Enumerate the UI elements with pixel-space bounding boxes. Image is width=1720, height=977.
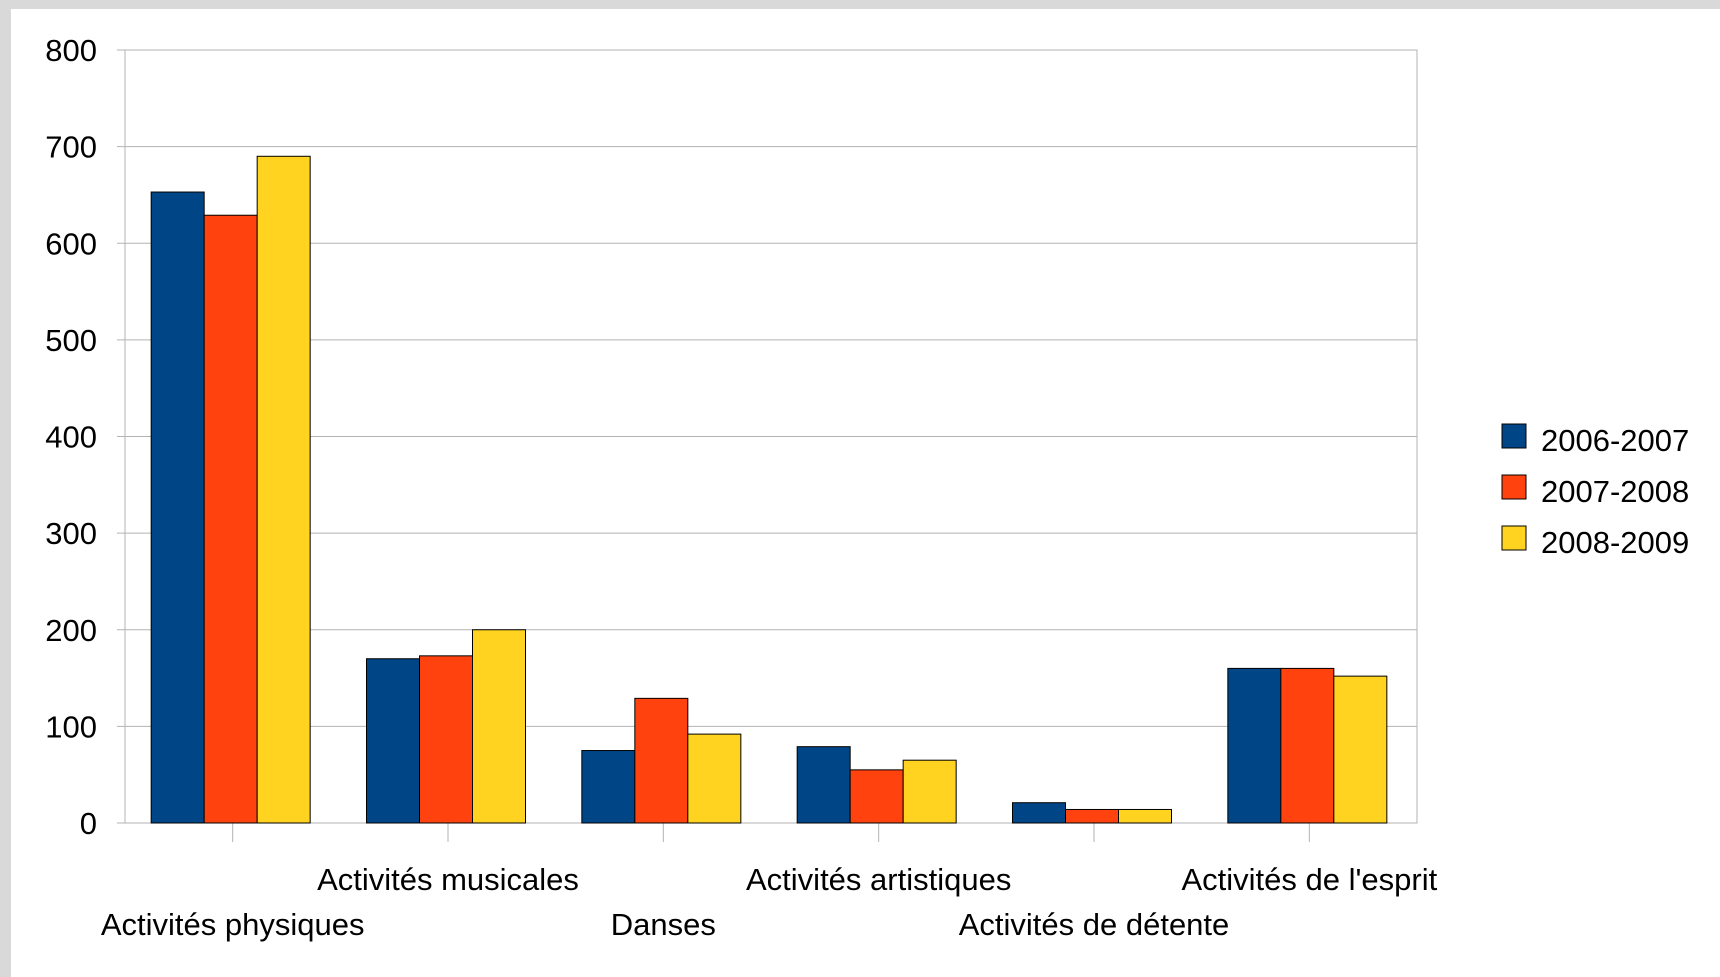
y-tick-label: 500 xyxy=(45,323,97,358)
x-category-label: Activités musicales xyxy=(317,862,579,897)
bar-2006-2007-4 xyxy=(1012,802,1066,824)
bar-2008-2009-4 xyxy=(1118,808,1172,824)
plot-area-border xyxy=(124,49,1418,824)
bar-2008-2009-0 xyxy=(256,155,311,824)
legend: 2006-2007 2007-2008 2008-2009 xyxy=(1501,423,1689,560)
x-category-label: Danses xyxy=(611,907,716,942)
gridlines xyxy=(125,49,1417,727)
bar-2006-2007-2 xyxy=(581,750,636,824)
y-tick-label: 600 xyxy=(45,226,97,261)
bar-2006-2007-0 xyxy=(150,191,205,824)
legend-swatch xyxy=(1501,423,1527,449)
bar-2008-2009-1 xyxy=(472,629,526,824)
x-category-label: Activités de l'esprit xyxy=(1181,862,1437,897)
y-tick-label: 400 xyxy=(45,420,97,455)
axes xyxy=(117,49,1418,842)
bar-2007-2008-0 xyxy=(203,214,258,824)
bar-2006-2007-3 xyxy=(796,746,851,824)
y-tick-label: 100 xyxy=(45,709,97,744)
bar-2007-2008-1 xyxy=(419,655,473,824)
bar-2007-2008-3 xyxy=(849,769,904,824)
bar-2007-2008-5 xyxy=(1280,667,1335,824)
bars xyxy=(150,155,1388,824)
legend-label: 2008-2009 xyxy=(1541,525,1689,560)
legend-swatch xyxy=(1501,474,1527,500)
bar-2008-2009-5 xyxy=(1333,675,1388,824)
bar-2006-2007-5 xyxy=(1227,667,1282,824)
legend-label: 2006-2007 xyxy=(1541,423,1689,458)
x-category-label: Activités physiques xyxy=(101,907,365,942)
y-tick-label: 0 xyxy=(80,806,97,841)
bar-2007-2008-4 xyxy=(1065,808,1119,824)
bar-2008-2009-3 xyxy=(902,759,957,824)
x-category-label: Activités de détente xyxy=(959,907,1230,942)
bar-2008-2009-2 xyxy=(687,733,742,824)
bar-2006-2007-1 xyxy=(366,658,420,824)
y-tick-label: 300 xyxy=(45,516,97,551)
x-category-label: Activités artistiques xyxy=(746,862,1011,897)
legend-label: 2007-2008 xyxy=(1541,474,1689,509)
y-tick-label: 200 xyxy=(45,613,97,648)
legend-swatch xyxy=(1501,525,1527,551)
y-tick-label: 700 xyxy=(45,130,97,165)
bar-2007-2008-2 xyxy=(634,697,689,824)
y-tick-label: 800 xyxy=(45,33,97,68)
axis-labels: 0 100 200 300 400 500 600 700 800 Activités physi… xyxy=(45,33,1437,942)
